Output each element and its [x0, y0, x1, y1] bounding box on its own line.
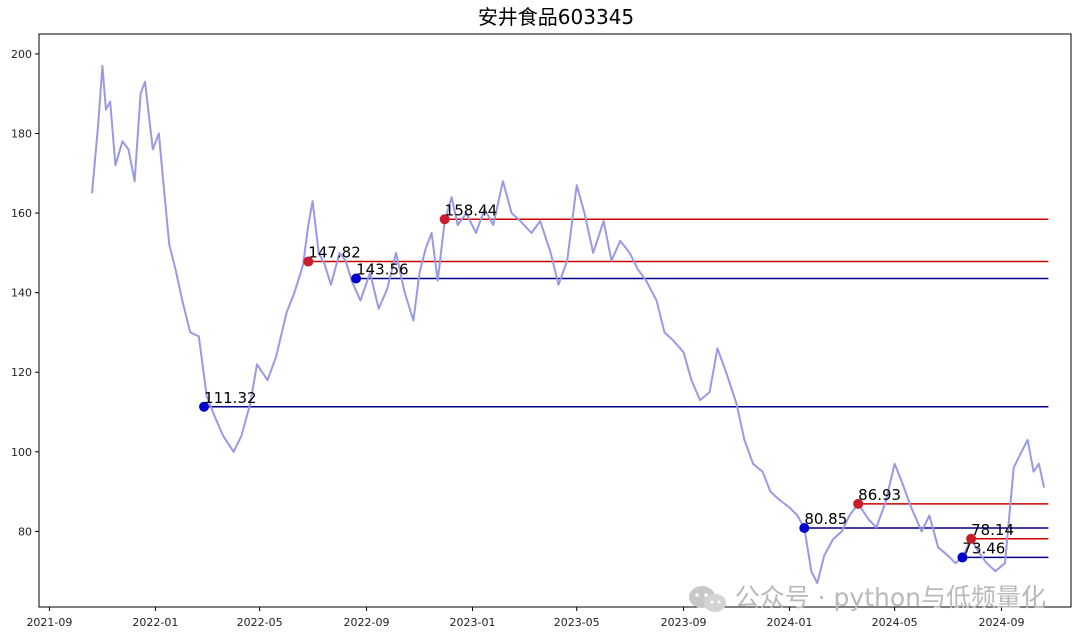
level-marker — [439, 214, 450, 225]
level-marker — [199, 401, 210, 412]
level-label: 78.14 — [971, 521, 1014, 539]
y-tick-label: 100 — [11, 446, 32, 459]
y-tick-label: 80 — [18, 525, 32, 538]
y-tick-label: 200 — [11, 48, 32, 61]
x-tick-label: 2023-05 — [554, 616, 600, 629]
chart-title: 安井食品603345 — [478, 5, 634, 29]
wechat-icon — [688, 586, 726, 612]
level-marker — [351, 273, 362, 284]
price-line — [91, 64, 1046, 585]
x-tick-label: 2022-01 — [132, 616, 178, 629]
x-tick-label: 2022-09 — [344, 616, 390, 629]
level-marker — [303, 256, 314, 267]
level-label: 111.32 — [204, 389, 257, 407]
watermark: 公众号 · python与低频量化 — [687, 578, 1046, 614]
y-tick-label: 160 — [11, 207, 32, 220]
level-label: 143.56 — [356, 260, 409, 278]
level-label: 80.85 — [804, 510, 847, 528]
y-axis: 80 100 120 140 160 180 200 — [11, 48, 39, 538]
x-tick-label: 2024-01 — [767, 616, 813, 629]
level-marker — [853, 498, 864, 509]
x-tick-label: 2023-09 — [661, 616, 707, 629]
x-axis: 2021-09 2022-01 2022-05 2022-09 2023-01 2023-… — [26, 607, 1024, 629]
level-label: 73.46 — [962, 539, 1005, 557]
x-tick-label: 2022-05 — [237, 616, 283, 629]
x-tick-label: 2024-09 — [979, 616, 1025, 629]
level-marker — [799, 523, 810, 534]
price-levels — [204, 218, 1049, 559]
level-label: 158.44 — [445, 201, 498, 219]
level-marker — [966, 533, 977, 544]
level-label: 147.82 — [308, 244, 361, 262]
x-tick-label: 2024-05 — [872, 616, 918, 629]
y-tick-label: 140 — [11, 287, 32, 300]
y-tick-label: 120 — [11, 366, 32, 379]
x-tick-label: 2023-01 — [449, 616, 495, 629]
level-marker — [957, 552, 968, 563]
plot-frame — [38, 33, 1072, 608]
x-tick-label: 2021-09 — [26, 616, 72, 629]
y-tick-label: 180 — [11, 127, 32, 140]
watermark-text: 公众号 · python与低频量化 — [734, 583, 1046, 612]
level-label: 86.93 — [858, 486, 901, 504]
